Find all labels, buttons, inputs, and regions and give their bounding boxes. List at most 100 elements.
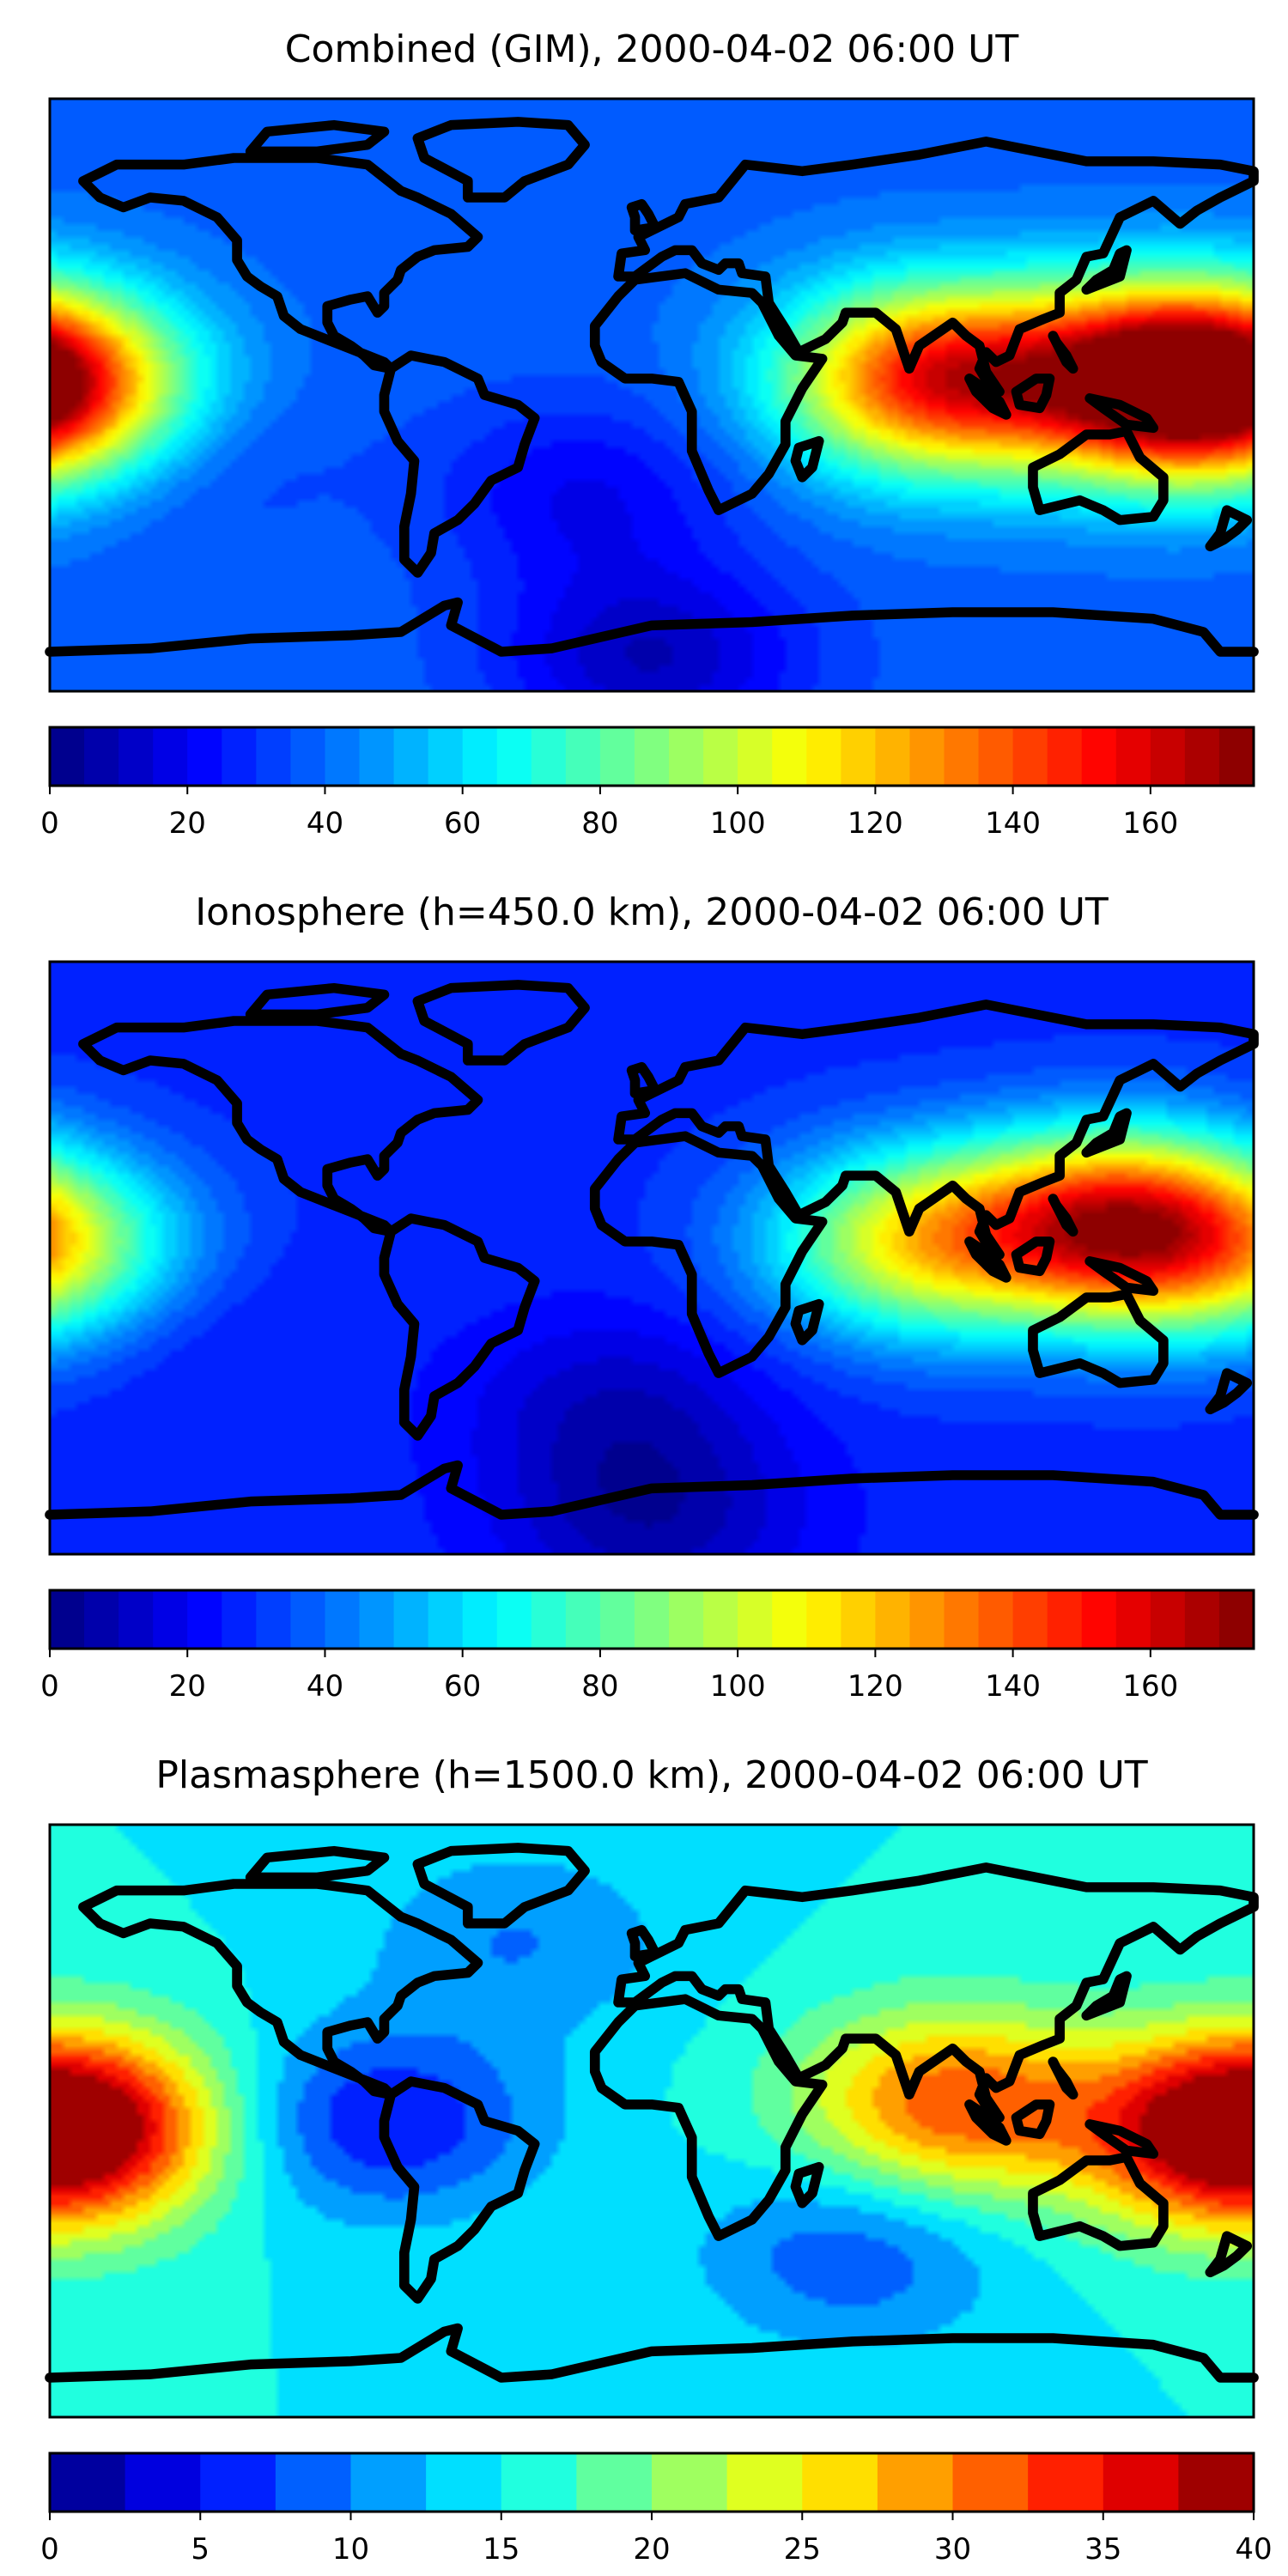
map-frame bbox=[48, 97, 1255, 693]
heatmap-field bbox=[50, 962, 1254, 1554]
colorbar-segment bbox=[496, 1590, 532, 1649]
colorbar-segment bbox=[153, 727, 188, 786]
colorbar-segment bbox=[1047, 1590, 1083, 1649]
colorbar-tick-label: 5 bbox=[191, 2532, 210, 2567]
colorbar-tick-label: 80 bbox=[581, 1669, 618, 1704]
colorbar-segment bbox=[806, 1590, 841, 1649]
colorbar-segment bbox=[726, 2453, 803, 2512]
colorbar-tick-label: 20 bbox=[633, 2532, 670, 2567]
colorbar-segment bbox=[576, 2453, 653, 2512]
colorbar-segment bbox=[669, 727, 704, 786]
colorbar-segment bbox=[909, 727, 945, 786]
colorbar-tick-label: 40 bbox=[307, 806, 343, 841]
colorbar-segment bbox=[256, 1590, 291, 1649]
colorbar-segment bbox=[125, 2453, 201, 2512]
colorbar-tick-label: 20 bbox=[169, 806, 206, 841]
colorbar-segment bbox=[153, 1590, 188, 1649]
colorbar-tick-label: 0 bbox=[40, 1669, 59, 1704]
colorbar-segment bbox=[978, 1590, 1014, 1649]
colorbar-segment bbox=[1150, 727, 1186, 786]
colorbar-tick-label: 140 bbox=[985, 806, 1041, 841]
colorbar-segment bbox=[634, 1590, 670, 1649]
colorbar-segment bbox=[806, 727, 841, 786]
colorbar-segment bbox=[531, 1590, 567, 1649]
colorbar-segment bbox=[393, 1590, 429, 1649]
colorbar-segment bbox=[738, 727, 773, 786]
colorbar-tick-label: 120 bbox=[848, 806, 903, 841]
colorbar-segment bbox=[1218, 1590, 1255, 1649]
colorbar-segment bbox=[599, 727, 635, 786]
colorbar-segment bbox=[1103, 2453, 1179, 2512]
colorbar-segment bbox=[909, 1590, 945, 1649]
panel-2: Ionosphere (h=450.0 km), 2000-04-02 06:0… bbox=[40, 890, 1254, 1704]
panel-3: Plasmasphere (h=1500.0 km), 2000-04-02 0… bbox=[40, 1753, 1272, 2567]
colorbar-tick-label: 15 bbox=[483, 2532, 519, 2567]
colorbar-segment bbox=[669, 1590, 704, 1649]
colorbar-segment bbox=[496, 727, 532, 786]
colorbar-segment bbox=[118, 727, 154, 786]
colorbar-segment bbox=[50, 1590, 85, 1649]
colorbar-segment bbox=[565, 1590, 601, 1649]
colorbar-tick-label: 160 bbox=[1122, 1669, 1178, 1704]
colorbar-tick-label: 25 bbox=[784, 2532, 821, 2567]
colorbar-segment bbox=[1184, 1590, 1220, 1649]
colorbar-segment bbox=[84, 1590, 119, 1649]
colorbar-segment bbox=[944, 727, 980, 786]
colorbar-segment bbox=[393, 727, 429, 786]
colorbar: 0 5 10 15 20 25 30 35 40 bbox=[40, 2451, 1273, 2567]
colorbar-segment bbox=[462, 727, 498, 786]
colorbar-segment bbox=[222, 727, 257, 786]
colorbar-segment bbox=[350, 2453, 427, 2512]
colorbar-tick-label: 160 bbox=[1122, 806, 1178, 841]
colorbar-segment bbox=[50, 2453, 126, 2512]
colorbar-segment bbox=[200, 2453, 276, 2512]
colorbar-segment bbox=[772, 1590, 807, 1649]
colorbar-segment bbox=[428, 727, 464, 786]
colorbar-segment bbox=[877, 2453, 954, 2512]
colorbar-tick-label: 10 bbox=[332, 2532, 369, 2567]
colorbar-segment bbox=[1081, 1590, 1117, 1649]
colorbar-tick-label: 100 bbox=[710, 806, 766, 841]
colorbar-segment bbox=[359, 1590, 395, 1649]
colorbar-segment bbox=[256, 727, 291, 786]
panel-title: Ionosphere (h=450.0 km), 2000-04-02 06:0… bbox=[195, 890, 1109, 934]
colorbar-segment bbox=[531, 727, 567, 786]
colorbar-tick-label: 40 bbox=[1235, 2532, 1272, 2567]
colorbar-segment bbox=[952, 2453, 1029, 2512]
colorbar-segment bbox=[1081, 727, 1117, 786]
colorbar-segment bbox=[1184, 727, 1220, 786]
colorbar-segment bbox=[1218, 727, 1255, 786]
colorbar-segment bbox=[1178, 2453, 1255, 2512]
colorbar-segment bbox=[1150, 1590, 1186, 1649]
colorbar-tick-label: 20 bbox=[169, 1669, 206, 1704]
colorbar-segment bbox=[50, 727, 85, 786]
colorbar-segment bbox=[118, 1590, 154, 1649]
colorbar-tick-label: 0 bbox=[40, 806, 59, 841]
colorbar-segment bbox=[426, 2453, 502, 2512]
colorbar-tick-label: 30 bbox=[934, 2532, 971, 2567]
colorbar-segment bbox=[802, 2453, 878, 2512]
colorbar-tick-label: 100 bbox=[710, 1669, 766, 1704]
colorbar-tick-label: 120 bbox=[848, 1669, 903, 1704]
colorbar-segment bbox=[652, 2453, 728, 2512]
heatmap-field bbox=[50, 1825, 1254, 2417]
colorbar-frame bbox=[48, 726, 1255, 787]
colorbar-segment bbox=[187, 727, 222, 786]
colorbar-segment bbox=[565, 727, 601, 786]
colorbar-segment bbox=[772, 727, 807, 786]
colorbar: 0 20 40 60 80 100 120 140 160 bbox=[40, 1589, 1255, 1704]
colorbar-segment bbox=[738, 1590, 773, 1649]
colorbar-segment bbox=[290, 1590, 326, 1649]
colorbar-tick-label: 40 bbox=[307, 1669, 343, 1704]
colorbar-segment bbox=[599, 1590, 635, 1649]
colorbar-tick-label: 60 bbox=[444, 1669, 481, 1704]
colorbar-segment bbox=[1012, 1590, 1048, 1649]
colorbar-tick-label: 140 bbox=[985, 1669, 1041, 1704]
colorbar-segment bbox=[634, 727, 670, 786]
panel-title: Combined (GIM), 2000-04-02 06:00 UT bbox=[285, 27, 1019, 71]
colorbar-segment bbox=[841, 727, 876, 786]
colorbar-segment bbox=[703, 1590, 738, 1649]
colorbar-segment bbox=[325, 1590, 361, 1649]
panel-title: Plasmasphere (h=1500.0 km), 2000-04-02 0… bbox=[155, 1753, 1147, 1797]
